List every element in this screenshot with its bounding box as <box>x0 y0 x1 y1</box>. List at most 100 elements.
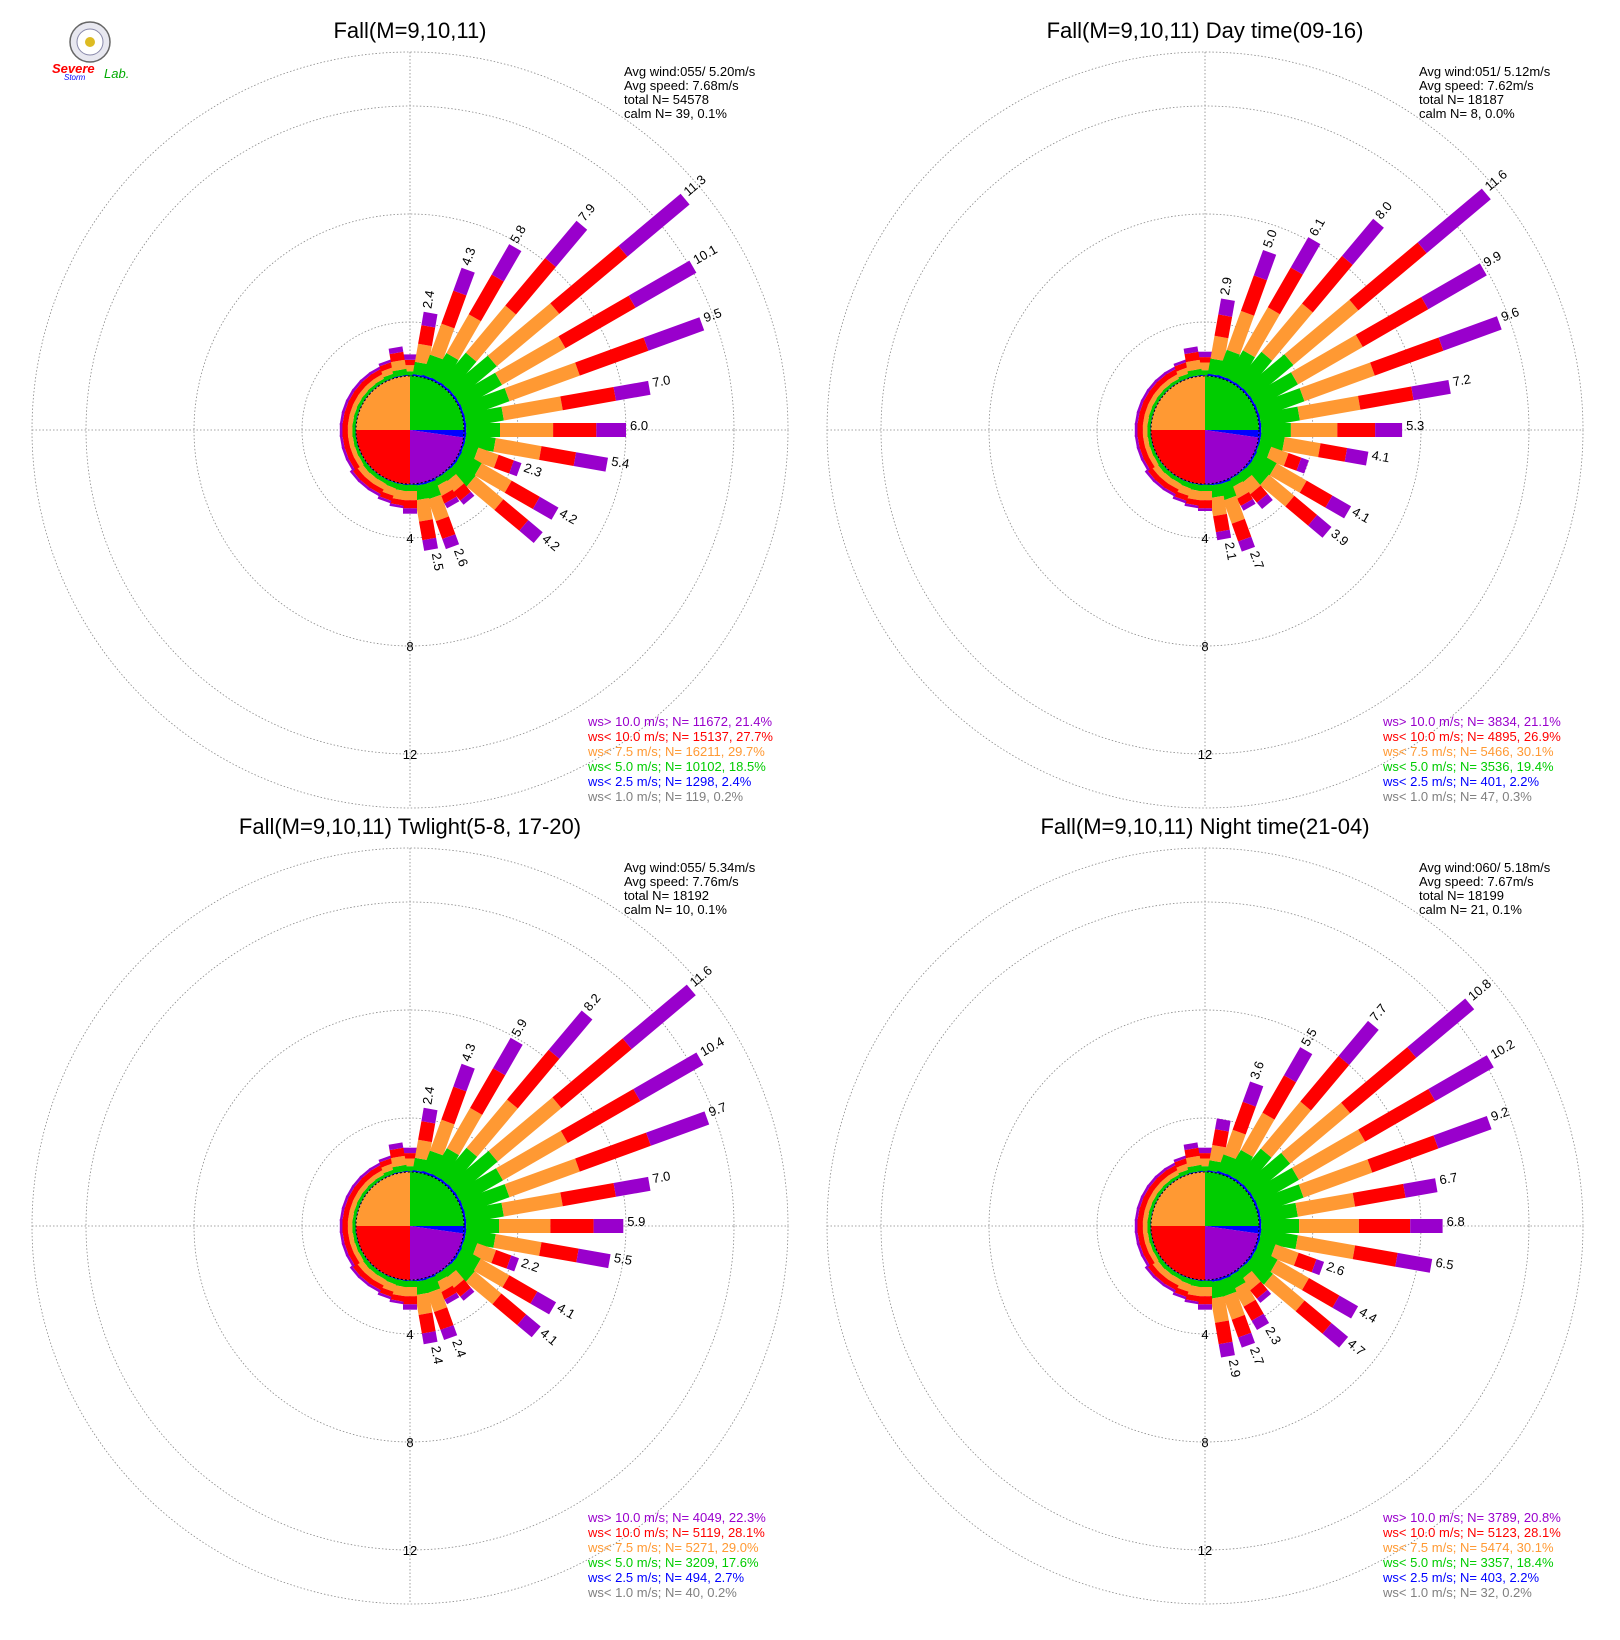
bar-seg-blue <box>1179 1274 1194 1280</box>
bar-seg-purple <box>1256 493 1273 509</box>
bar-seg-orange <box>1210 1296 1229 1323</box>
bar-seg-purple <box>1428 1055 1494 1102</box>
bar-seg-red <box>1137 433 1146 449</box>
bar-value-label: 7.0 <box>651 1168 671 1186</box>
direction-bar-120 <box>1248 450 1352 519</box>
bar-seg-red <box>1337 423 1376 437</box>
bar-seg-red <box>435 516 456 539</box>
bar-seg-red <box>1243 1299 1264 1321</box>
bar-seg-red <box>505 258 556 315</box>
bar-value-label: 11.6 <box>687 963 715 990</box>
bar-seg-purple <box>460 1287 475 1301</box>
bar-value-label: 4.1 <box>1371 447 1391 465</box>
bar-seg-purple <box>1140 1184 1150 1199</box>
bar-seg-purple <box>349 1265 361 1279</box>
bar-seg-orange <box>1270 1259 1309 1291</box>
bar-seg-orange <box>487 303 560 367</box>
bar-value-label: 8.0 <box>1372 199 1395 222</box>
bar-seg-purple <box>351 379 363 392</box>
bar-seg-purple <box>1163 1161 1178 1171</box>
bar-seg-orange <box>1185 1155 1202 1168</box>
bar-seg-purple <box>339 410 345 426</box>
bar-seg-red <box>1185 497 1200 506</box>
bar-seg-purple <box>345 1253 355 1268</box>
legend-entry-red: ws< 10.0 m/s; N= 5123, 28.1% <box>1382 1525 1561 1540</box>
direction-bar-10 <box>1207 1118 1231 1174</box>
bar-seg-purple <box>633 1052 704 1102</box>
bar-seg-purple <box>1311 1259 1325 1276</box>
bar-seg-orange <box>1223 1291 1245 1320</box>
legend-entry-blue: ws< 2.5 m/s; N= 494, 2.7% <box>587 1570 745 1585</box>
bar-seg-orange <box>1233 1282 1256 1307</box>
bar-seg-purple <box>341 446 349 461</box>
bar-seg-purple <box>628 260 697 308</box>
bar-seg-green <box>464 1202 504 1224</box>
wind-rose-panel-4: 4 8 12 3.6 5.5 7.7 10.8 10.2 9.2 6.7 6.8 6.5 2.6 4.4 4… <box>826 814 1584 1605</box>
bar-seg-green <box>466 1219 499 1233</box>
bar-seg-purple <box>1215 1118 1231 1132</box>
bar-seg-orange <box>1291 334 1363 385</box>
direction-bar-180 <box>403 1280 417 1310</box>
bar-seg-red <box>468 274 504 322</box>
bar-seg-red <box>1214 314 1233 339</box>
bar-seg-red <box>1146 466 1160 481</box>
direction-bar-0 <box>403 1147 417 1172</box>
direction-bar-130 <box>446 1255 541 1338</box>
direction-bar-30 <box>1225 237 1321 387</box>
summary-line: Avg wind:060/ 5.18m/s <box>1419 860 1551 875</box>
speed-distribution-pie <box>355 1171 465 1281</box>
bar-seg-red <box>342 1219 348 1233</box>
direction-bar-260 <box>1134 1228 1153 1246</box>
pie-slice-purple <box>1205 1226 1259 1280</box>
summary-line: total N= 18187 <box>1419 92 1504 107</box>
bar-seg-purple <box>421 311 438 328</box>
bar-seg-red <box>1232 1101 1256 1135</box>
bar-seg-orange <box>1282 437 1321 458</box>
bar-seg-red <box>389 351 405 363</box>
bar-seg-orange <box>496 1130 568 1181</box>
direction-bar-170 <box>412 482 438 551</box>
bar-value-label: 7.9 <box>575 201 598 224</box>
bar-seg-red <box>1240 275 1267 316</box>
bar-seg-green <box>1243 1256 1273 1285</box>
logo-text-storm: Storm <box>64 73 86 82</box>
bar-seg-purple <box>1144 469 1156 483</box>
grid-ring <box>193 1009 627 1443</box>
bar-seg-orange <box>1209 495 1227 517</box>
bar-seg-green <box>1243 460 1269 486</box>
bar-seg-red <box>403 500 417 509</box>
bar-seg-red <box>1370 337 1444 376</box>
bar-seg-orange <box>1198 1287 1212 1297</box>
bar-seg-red <box>493 454 514 474</box>
summary-line: Avg wind:055/ 5.34m/s <box>624 860 756 875</box>
pie-slice-blue <box>410 1226 465 1234</box>
bar-seg-green <box>440 352 477 392</box>
bar-seg-purple <box>403 354 417 360</box>
direction-bar-350 <box>1183 346 1203 378</box>
bar-seg-purple <box>403 1147 417 1154</box>
bar-seg-red <box>1231 1314 1252 1338</box>
bar-seg-red <box>558 295 636 349</box>
bar-seg-red <box>1184 351 1200 363</box>
bar-seg-green <box>1250 1248 1278 1272</box>
speed-distribution-pie <box>1150 1171 1260 1281</box>
bar-seg-purple <box>460 491 475 505</box>
bar-seg-purple <box>1344 448 1369 466</box>
speed-legend: ws> 10.0 m/s; N= 3789, 20.8%ws< 10.0 m/s… <box>1382 1510 1561 1600</box>
bar-seg-red <box>507 1049 560 1109</box>
bar-seg-red <box>378 491 394 501</box>
bar-value-label: 5.8 <box>507 223 529 246</box>
direction-bar-120 <box>1248 1246 1359 1319</box>
pie-slice-blue <box>1205 1226 1260 1234</box>
speed-distribution-pie <box>1150 375 1260 485</box>
bar-seg-red <box>342 423 348 437</box>
bar-value-label: 7.2 <box>1452 371 1472 389</box>
bar-seg-green <box>1261 423 1291 437</box>
bar-seg-red <box>550 245 628 314</box>
bar-seg-green <box>1235 1148 1272 1188</box>
bar-seg-purple <box>1172 496 1187 504</box>
bar-seg-purple <box>345 457 355 472</box>
direction-bar-70 <box>1253 1116 1492 1215</box>
bar-seg-purple <box>1173 1155 1188 1163</box>
bar-seg-orange <box>415 498 433 522</box>
